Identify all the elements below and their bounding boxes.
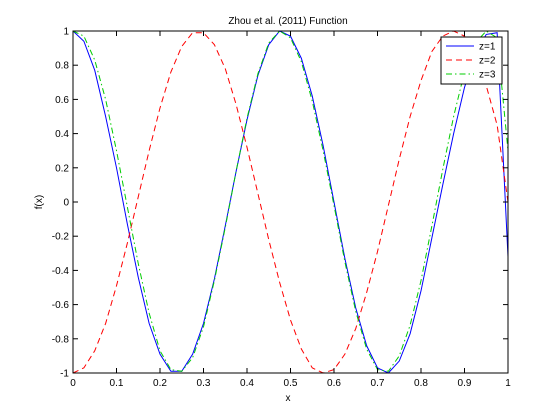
legend-label-1: z=1 — [479, 42, 496, 53]
y-tick-label: 0 — [63, 198, 69, 209]
x-axis-label: x — [286, 393, 291, 404]
x-tick-label: 0.4 — [240, 378, 254, 389]
y-tick-label: -0.4 — [52, 266, 70, 277]
y-tick-label: -0.6 — [52, 300, 70, 311]
y-tick-label: -1 — [60, 369, 69, 380]
y-axis-label: f(x) — [34, 195, 45, 209]
x-tick-label: 0.6 — [327, 378, 341, 389]
y-tick-label: -0.2 — [52, 232, 70, 243]
x-tick-label: 0.3 — [197, 378, 211, 389]
x-tick-label: 0.2 — [153, 378, 167, 389]
y-tick-label: -0.8 — [52, 334, 70, 345]
series-line-2 — [72, 30, 509, 374]
y-tick-label: 0.8 — [55, 61, 69, 72]
legend: z=1 z=2 z=3 — [440, 36, 503, 85]
y-tick-label: 0.4 — [55, 129, 69, 140]
y-tick-label: 0.6 — [55, 95, 69, 106]
y-tick-label: 1 — [63, 27, 69, 38]
legend-label-3: z=3 — [479, 70, 496, 81]
x-tick-label: 0.9 — [458, 378, 472, 389]
ticks-layer: 0 0.1 0.2 0.3 0.4 0.5 0.6 0.7 0.8 0.9 1 1 0.8 0.6 0.4 0… — [52, 27, 511, 390]
chart-title: Zhou et al. (2011) Function — [228, 16, 347, 27]
x-tick-label: 1 — [505, 378, 511, 389]
series-line-3 — [72, 30, 509, 372]
x-tick-label: 0.8 — [414, 378, 428, 389]
series-line-1 — [72, 30, 509, 374]
plot-area — [73, 31, 508, 373]
x-tick-label: 0.1 — [110, 378, 124, 389]
series-layer — [72, 30, 509, 374]
y-tick-label: 0.2 — [55, 163, 69, 174]
x-tick-label: 0.7 — [371, 378, 385, 389]
x-tick-label: 0.5 — [284, 378, 298, 389]
legend-label-2: z=2 — [479, 56, 496, 67]
x-tick-label: 0 — [70, 378, 76, 389]
